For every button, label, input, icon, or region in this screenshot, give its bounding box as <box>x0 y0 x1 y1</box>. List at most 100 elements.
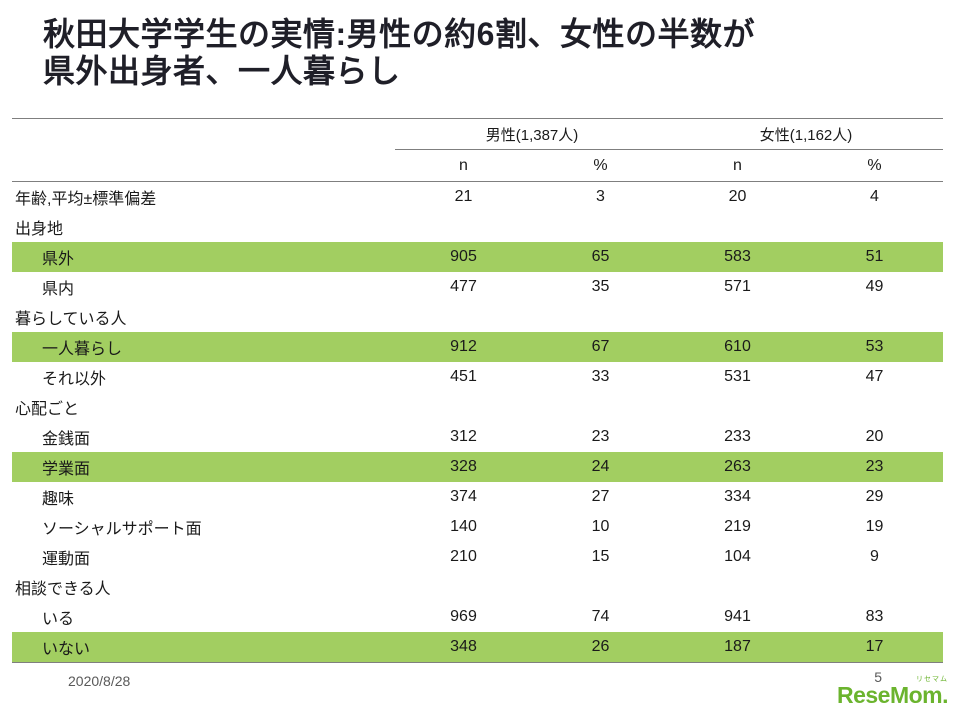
cell-value: 905 <box>450 248 477 265</box>
cell-value: 53 <box>865 338 884 355</box>
footer-date: 2020/8/28 <box>68 673 131 689</box>
col-header-female-n: n <box>669 149 806 182</box>
cell-value: 67 <box>591 338 610 355</box>
group-header-row: 男性(1,387人) 女性(1,162人) <box>12 118 943 150</box>
section-row: 暮らしている人 <box>12 302 943 332</box>
table-row: いない 348 26 187 17 <box>12 632 943 663</box>
col-header-male-n: n <box>395 149 532 182</box>
row-label: 出身地 <box>15 221 64 238</box>
table-row: 趣味 374 27 334 29 <box>12 482 943 512</box>
table-row: 県外 905 65 583 51 <box>12 242 943 272</box>
cell-value: 49 <box>865 278 884 295</box>
cell-value: 23 <box>591 428 610 445</box>
cell-value: 23 <box>865 458 884 475</box>
row-label: 県外 <box>42 251 75 268</box>
cell-value: 27 <box>591 488 610 505</box>
row-label: 心配ごと <box>15 401 80 418</box>
cell-value: 3 <box>596 188 605 205</box>
cell-value: 29 <box>865 488 884 505</box>
cell-value <box>532 302 669 332</box>
cell-value: 571 <box>724 278 751 295</box>
slide-footer: 2020/8/28 5 リセマム ReseMom. <box>0 661 958 713</box>
cell-value: 583 <box>724 248 751 265</box>
corner-cell <box>12 149 395 182</box>
cell-value: 17 <box>806 632 943 663</box>
table-row: いる 969 74 941 83 <box>12 602 943 632</box>
table-row: ソーシャルサポート面 140 10 219 19 <box>12 512 943 542</box>
cell-value <box>669 212 806 242</box>
cell-value: 477 <box>450 278 477 295</box>
cell-value: 83 <box>865 608 884 625</box>
section-row: 心配ごと <box>12 392 943 422</box>
cell-value <box>806 302 943 332</box>
table-row: 学業面 328 24 263 23 <box>12 452 943 482</box>
cell-value: 451 <box>450 368 477 385</box>
male-group-header: 男性(1,387人) <box>395 118 669 150</box>
cell-value: 10 <box>591 518 610 535</box>
cell-value: 912 <box>450 338 477 355</box>
cell-value: 334 <box>724 488 751 505</box>
row-label: 県内 <box>42 281 75 298</box>
table-row: 県内 477 35 571 49 <box>12 272 943 302</box>
col-header-male-pct: % <box>532 149 669 182</box>
col-header-female-pct: % <box>806 149 943 182</box>
cell-value: 20 <box>865 428 884 445</box>
row-label: 金銭面 <box>42 431 91 448</box>
cell-value <box>532 392 669 422</box>
page-title: 秋田大学学生の実情:男性の約6割、女性の半数が 県外出身者、一人暮らし <box>43 16 755 89</box>
table-row: 金銭面 312 23 233 20 <box>12 422 943 452</box>
row-label: 一人暮らし <box>42 341 123 358</box>
student-stats-table: 男性(1,387人) 女性(1,162人) n % n % 年齢,平均±標準偏差… <box>12 118 943 663</box>
section-row: 出身地 <box>12 212 943 242</box>
cell-value: 210 <box>450 548 477 565</box>
cell-value: 104 <box>724 548 751 565</box>
resemom-logo: リセマム ReseMom. <box>836 676 949 708</box>
table-row: 一人暮らし 912 67 610 53 <box>12 332 943 362</box>
cell-value: 19 <box>865 518 884 535</box>
row-label: 暮らしている人 <box>15 311 127 328</box>
cell-value <box>806 212 943 242</box>
cell-value: 33 <box>591 368 610 385</box>
row-label: それ以外 <box>42 371 107 388</box>
cell-value <box>669 302 806 332</box>
row-label: 年齢,平均±標準偏差 <box>15 191 157 208</box>
row-label: 趣味 <box>42 491 75 508</box>
page-number: 5 <box>874 669 882 685</box>
cell-value <box>806 392 943 422</box>
cell-value: 4 <box>870 188 879 205</box>
cell-value: 51 <box>865 248 884 265</box>
cell-value: 263 <box>724 458 751 475</box>
cell-value: 35 <box>591 278 610 295</box>
cell-value <box>806 572 943 602</box>
cell-value <box>669 392 806 422</box>
cell-value: 610 <box>724 338 751 355</box>
cell-value <box>669 572 806 602</box>
cell-value: 219 <box>724 518 751 535</box>
cell-value: 348 <box>395 632 532 663</box>
cell-value: 74 <box>591 608 610 625</box>
corner-cell <box>12 118 395 150</box>
cell-value: 187 <box>669 632 806 663</box>
cell-value: 24 <box>591 458 610 475</box>
cell-value <box>395 212 532 242</box>
row-label: 学業面 <box>42 461 91 478</box>
row-label: 運動面 <box>42 551 91 568</box>
cell-value <box>532 212 669 242</box>
female-group-header: 女性(1,162人) <box>669 118 943 150</box>
cell-value <box>532 572 669 602</box>
cell-value: 312 <box>450 428 477 445</box>
logo-wordmark: ReseMom. <box>836 682 949 708</box>
cell-value <box>395 572 532 602</box>
cell-value: 233 <box>724 428 751 445</box>
row-label: いない <box>12 632 395 663</box>
row-label: ソーシャルサポート面 <box>42 521 202 538</box>
row-label: いる <box>42 611 75 628</box>
cell-value: 21 <box>454 188 473 205</box>
cell-value: 47 <box>865 368 884 385</box>
cell-value: 15 <box>591 548 610 565</box>
cell-value: 941 <box>724 608 751 625</box>
logo-ruby-text: リセマム <box>916 676 948 683</box>
cell-value: 328 <box>450 458 477 475</box>
cell-value: 140 <box>450 518 477 535</box>
